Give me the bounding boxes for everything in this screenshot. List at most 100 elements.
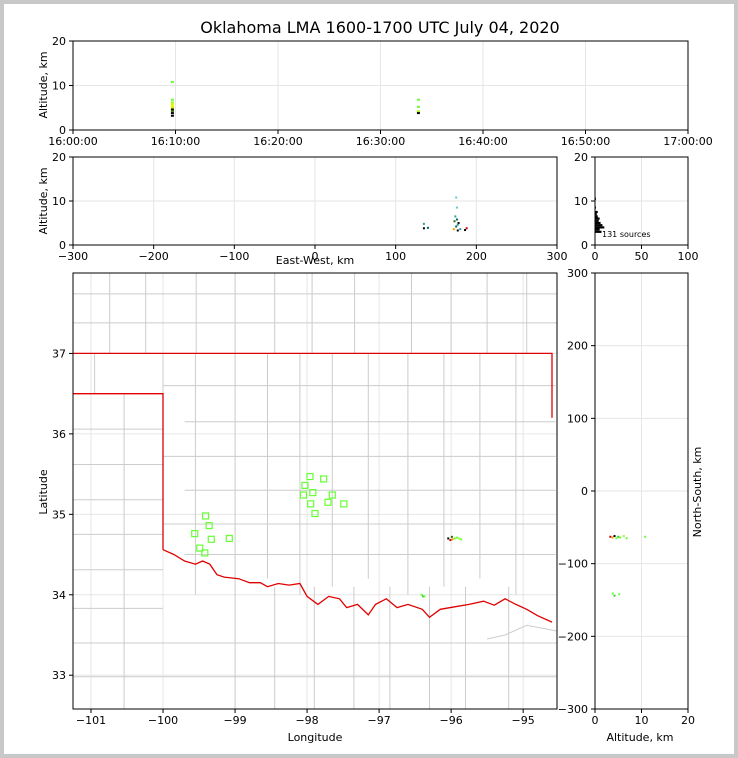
histogram-xtick-label: 100 xyxy=(678,250,699,263)
ns-height-point xyxy=(613,535,616,538)
ns-height-ytick-label: 200 xyxy=(567,340,588,353)
network-station xyxy=(299,491,308,499)
ew-height-xtick-label: −100 xyxy=(219,250,249,263)
time-height-point xyxy=(170,101,174,104)
ns-height-ytick-label: 300 xyxy=(567,267,588,280)
plan-view-source xyxy=(449,539,452,542)
ew-height-panel: −300 −200 −100 0 100 200 300 0 10 20 Altitude, k… xyxy=(37,151,568,267)
plan-view-source xyxy=(460,538,463,541)
network-station xyxy=(328,491,336,499)
time-height-point xyxy=(170,98,174,101)
ns-height-point xyxy=(618,593,621,596)
plan-view-frame xyxy=(72,272,558,710)
network-station xyxy=(201,512,210,520)
ew-height-ytick-label: 0 xyxy=(59,239,66,252)
ns-height-point xyxy=(644,535,647,538)
ew-height-xtick-label: 100 xyxy=(385,250,406,263)
chart-title: Oklahoma LMA 1600-1700 UTC July 04, 2020 xyxy=(200,18,559,37)
network-station xyxy=(207,535,215,543)
ew-height-xtick-label: 300 xyxy=(547,250,568,263)
ns-height-point xyxy=(611,536,614,539)
plan-view-ylabel: Latitude xyxy=(37,469,50,515)
ns-height-point xyxy=(611,592,614,595)
time-height-ylabel: Altitude, km xyxy=(37,51,50,118)
time-height-point xyxy=(170,109,174,112)
ew-height-ytick-label: 10 xyxy=(52,195,66,208)
ns-height-ytick-label: 0 xyxy=(581,485,588,498)
ns-height-panel: 0 10 20 −300 −200 −100 0 100 200 300 Altitude, k… xyxy=(558,267,704,744)
network-station xyxy=(205,521,213,530)
plan-view-xtick-label: −98 xyxy=(295,714,318,727)
histogram-xtick-label: 50 xyxy=(635,250,649,263)
plan-view-xtick-label: −100 xyxy=(148,714,178,727)
histogram-bar xyxy=(595,228,600,231)
histogram-bar xyxy=(595,230,602,233)
ew-height-point xyxy=(456,223,459,226)
county-map xyxy=(72,273,558,709)
plan-view-xtick-label: −101 xyxy=(76,714,106,727)
plan-view-ytick-label: 34 xyxy=(52,589,66,602)
time-height-xtick-label: 16:40:00 xyxy=(458,135,507,148)
ew-height-point xyxy=(452,228,455,231)
plan-view-source xyxy=(455,536,458,539)
histogram-bar xyxy=(595,219,599,222)
ns-height-point xyxy=(615,537,618,540)
ns-height-ytick-label: −100 xyxy=(558,558,588,571)
time-height-point xyxy=(170,80,174,83)
arkansas-line xyxy=(486,624,558,640)
network-station xyxy=(309,489,317,497)
ew-height-point xyxy=(457,222,460,224)
ew-height-xtick-label: 200 xyxy=(466,250,487,263)
histogram-bar xyxy=(595,224,603,227)
time-height-point xyxy=(170,108,174,111)
border-red-river xyxy=(162,549,553,623)
time-height-point xyxy=(170,106,174,109)
plan-view-xlabel: Longitude xyxy=(288,731,343,744)
time-height-ytick-label: 10 xyxy=(52,80,66,93)
ns-height-ytick-label: 100 xyxy=(567,412,588,425)
network-station xyxy=(340,500,348,508)
state-border xyxy=(73,352,553,623)
plan-view-ytick-label: 37 xyxy=(52,347,66,360)
plan-view-source xyxy=(458,537,461,540)
ns-height-xlabel: Altitude, km xyxy=(606,731,673,744)
ew-height-point xyxy=(465,227,468,230)
time-height-point xyxy=(416,98,420,101)
ew-height-point xyxy=(455,218,458,221)
border-north xyxy=(73,352,553,394)
ns-height-ytick-label: −300 xyxy=(558,703,588,716)
ns-height-xtick-label: 10 xyxy=(635,714,649,727)
ew-height-point xyxy=(459,228,462,231)
ew-height-point xyxy=(453,220,456,223)
ew-height-ylabel: Altitude, km xyxy=(37,167,50,234)
ns-height-point xyxy=(625,537,628,540)
ew-height-point xyxy=(456,229,459,232)
time-height-xtick-label: 16:10:00 xyxy=(151,135,200,148)
ew-height-point xyxy=(422,222,425,225)
plan-view-source xyxy=(451,538,454,541)
histogram-panel: 0 50 100 0 10 20 131 sources xyxy=(574,151,699,263)
ns-height-point xyxy=(617,535,620,538)
network-station xyxy=(320,475,328,483)
ew-height-point xyxy=(464,229,467,232)
plan-view-xtick-label: −97 xyxy=(367,714,390,727)
ns-height-xtick-label: 20 xyxy=(681,714,695,727)
plan-view-source xyxy=(420,593,423,596)
histogram-bar xyxy=(595,217,600,220)
time-height-point xyxy=(170,112,174,115)
time-height-point xyxy=(170,114,174,117)
histogram-ytick-label: 20 xyxy=(574,151,588,164)
network-station xyxy=(196,544,204,552)
network-station xyxy=(225,534,233,543)
histogram-bar xyxy=(595,226,605,229)
ew-height-point xyxy=(426,226,429,229)
ew-height-xtick-label: 0 xyxy=(312,250,319,263)
ew-height-point xyxy=(422,227,425,230)
ew-height-ytick-label: 20 xyxy=(52,151,66,164)
time-height-xtick-label: 16:30:00 xyxy=(356,135,405,148)
plan-view-xtick-label: −95 xyxy=(512,714,535,727)
time-height-xtick-label: 16:20:00 xyxy=(253,135,302,148)
time-height-xtick-label: 17:00:00 xyxy=(663,135,712,148)
ew-height-xtick-label: −200 xyxy=(139,250,169,263)
ew-height-point xyxy=(455,196,458,199)
